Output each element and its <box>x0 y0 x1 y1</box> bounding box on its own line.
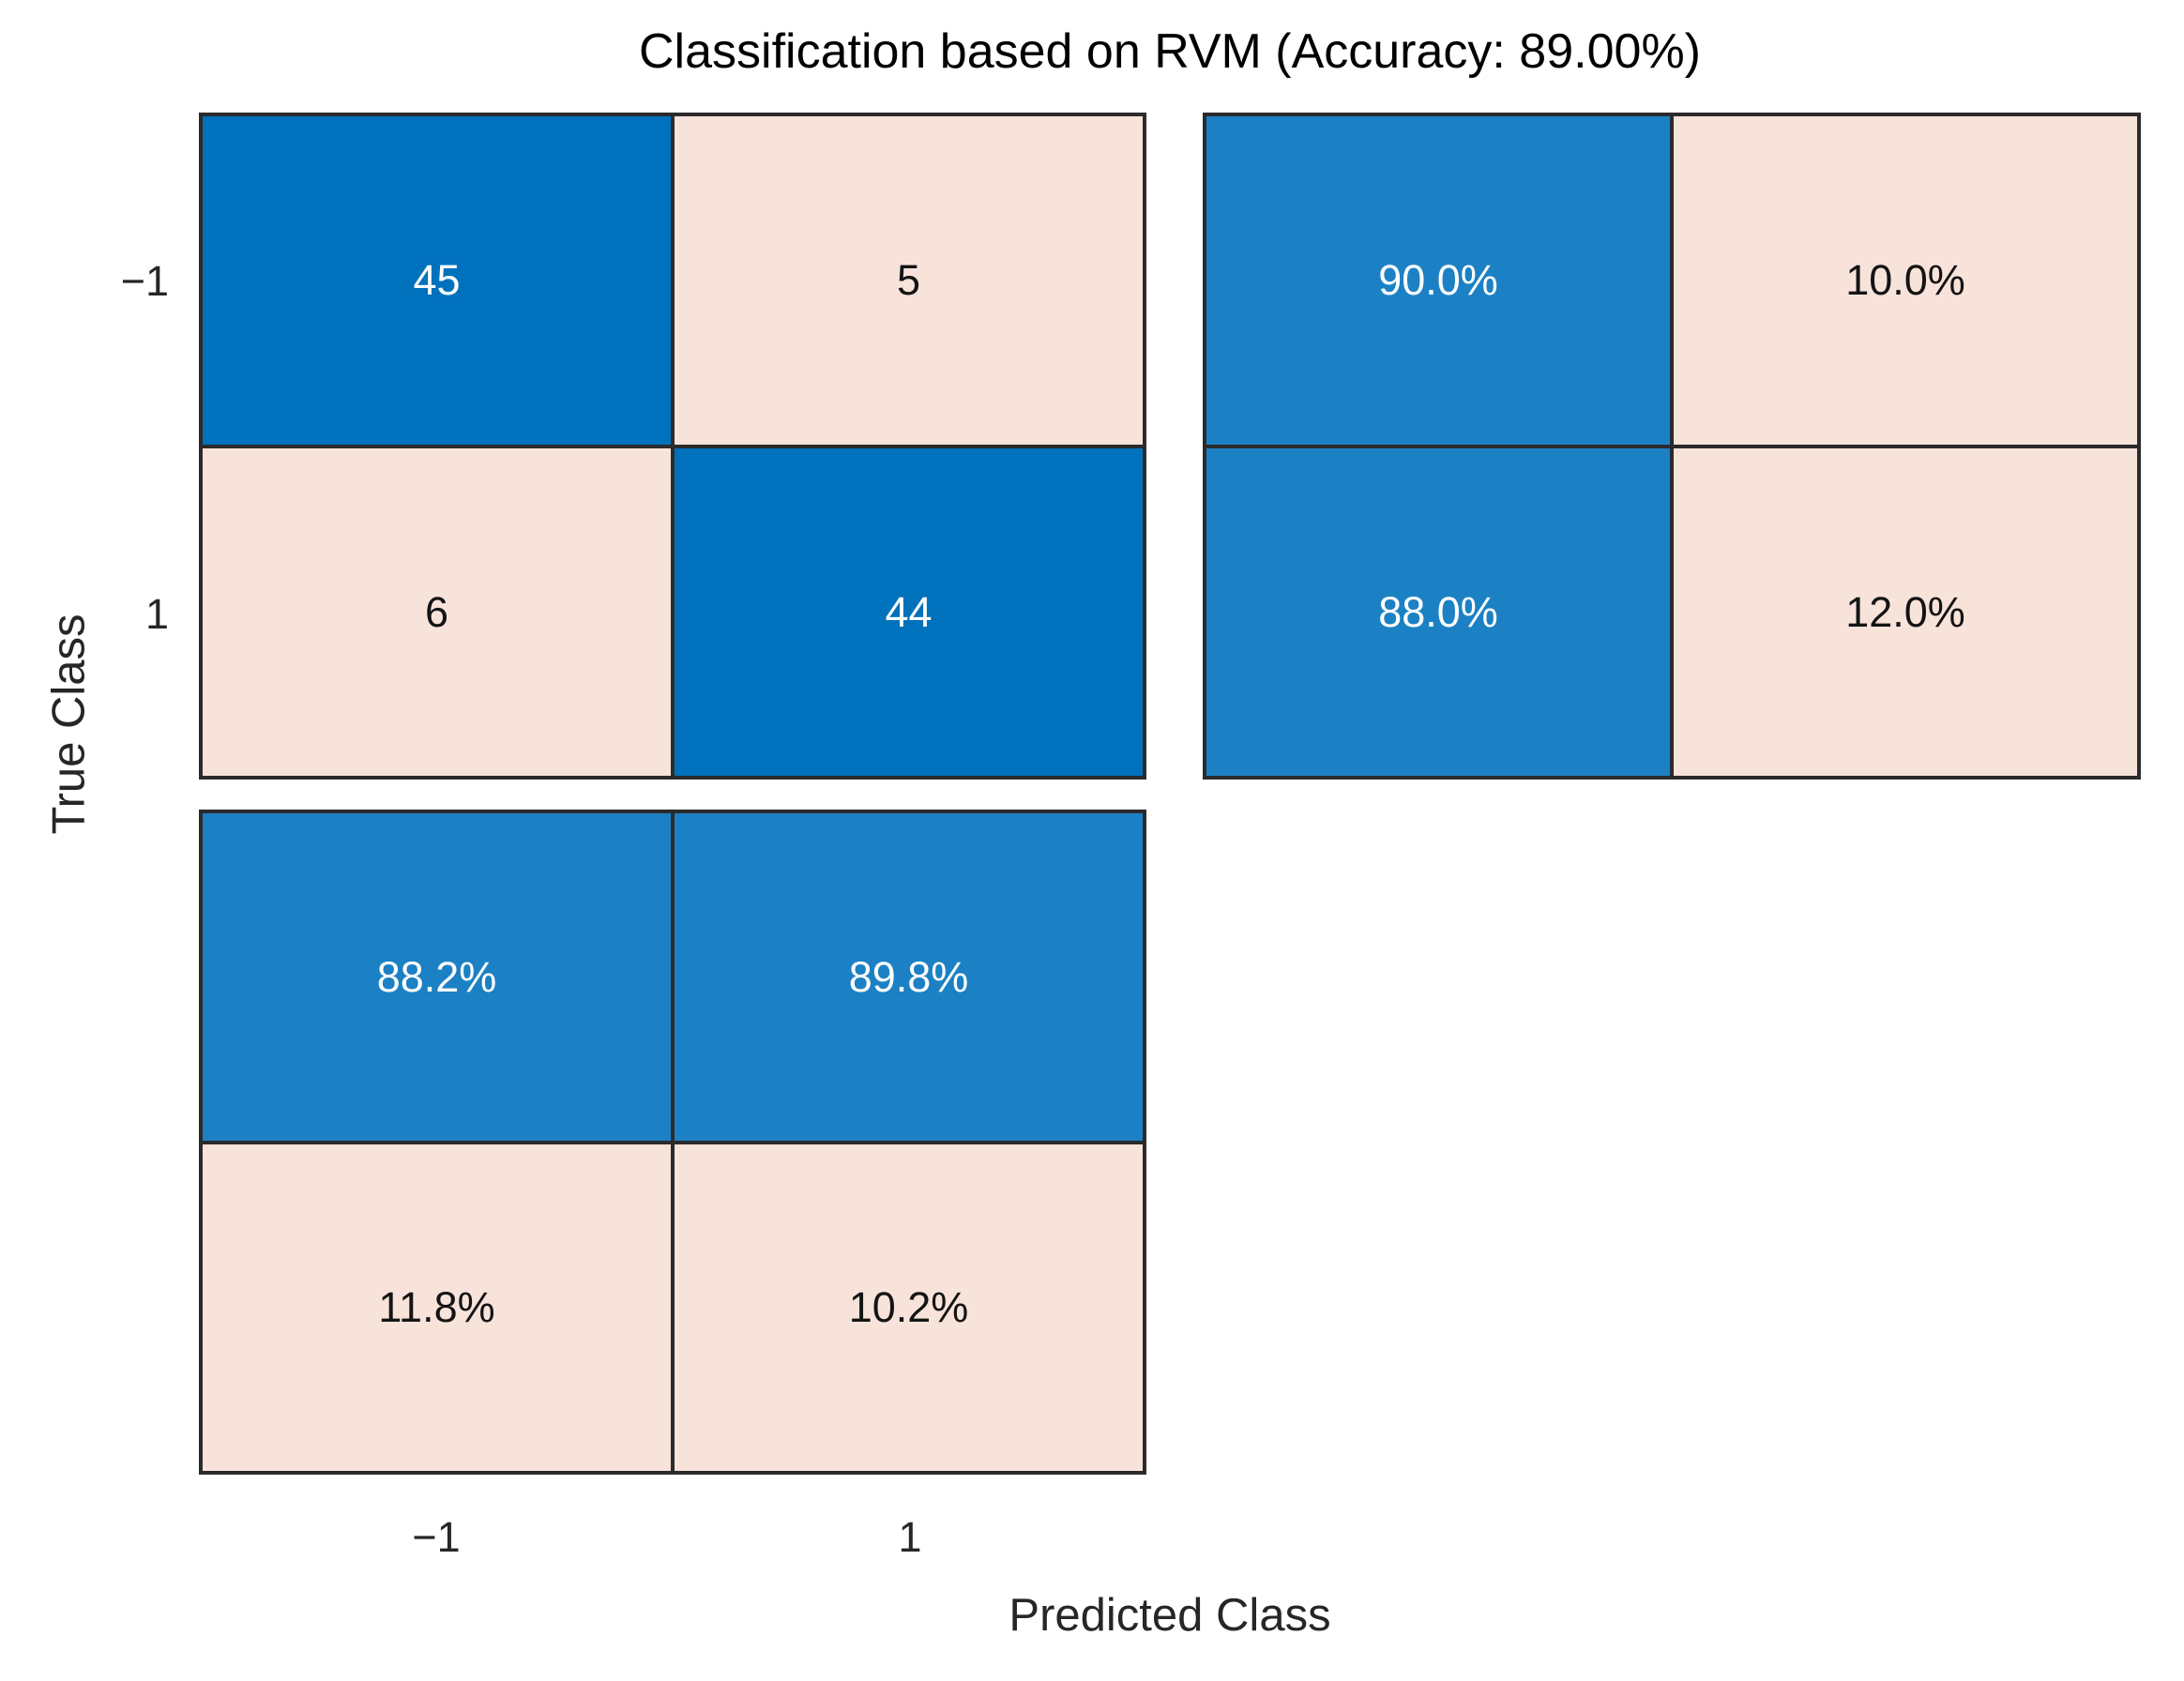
row-summary-true-neg1-correct: 90.0% <box>1206 116 1670 445</box>
y-tick-neg1: −1 <box>120 257 169 305</box>
col-summary-pred-pos1-incorrect: 10.2% <box>675 1143 1143 1471</box>
cell-true-pos1-pred-neg1: 6 <box>203 447 671 776</box>
cell-true-pos1-pred-pos1: 44 <box>675 447 1143 776</box>
y-tick-pos1: 1 <box>144 590 169 638</box>
chart-title: Classification based on RVM (Accuracy: 8… <box>639 24 1701 79</box>
cell-true-neg1-pred-pos1: 5 <box>675 116 1143 445</box>
row-summary-matrix: 90.0% 10.0% 88.0% 12.0% <box>1203 113 2141 780</box>
x-tick-pos1: 1 <box>898 1513 922 1561</box>
column-summary-matrix: 88.2% 89.8% 11.8% 10.2% <box>199 810 1146 1475</box>
row-summary-true-pos1-incorrect: 12.0% <box>1674 447 2137 776</box>
row-summary-true-neg1-incorrect: 10.0% <box>1674 116 2137 445</box>
row-summary-true-pos1-correct: 88.0% <box>1206 447 1670 776</box>
x-axis-label: Predicted Class <box>1009 1590 1331 1641</box>
x-tick-neg1: −1 <box>412 1513 461 1561</box>
cell-true-neg1-pred-neg1: 45 <box>203 116 671 445</box>
confusion-matrix-counts: 45 5 6 44 <box>199 113 1146 780</box>
y-axis-label: True Class <box>43 613 95 835</box>
col-summary-pred-pos1-correct: 89.8% <box>675 813 1143 1141</box>
col-summary-pred-neg1-correct: 88.2% <box>203 813 671 1141</box>
col-summary-pred-neg1-incorrect: 11.8% <box>203 1143 671 1471</box>
